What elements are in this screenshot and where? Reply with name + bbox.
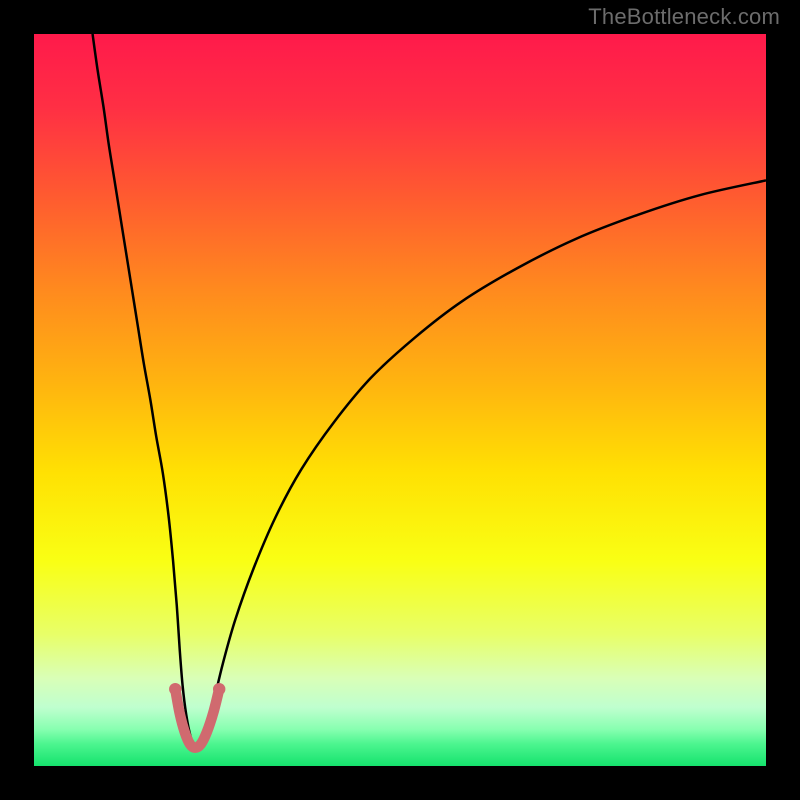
bottleneck-curve (93, 34, 766, 748)
trough-marker-dot-right (213, 683, 225, 695)
plot-area (34, 34, 766, 766)
curve-layer (34, 34, 766, 766)
watermark-text: TheBottleneck.com (588, 4, 780, 30)
trough-marker (175, 689, 219, 748)
trough-marker-dot-left (169, 683, 181, 695)
